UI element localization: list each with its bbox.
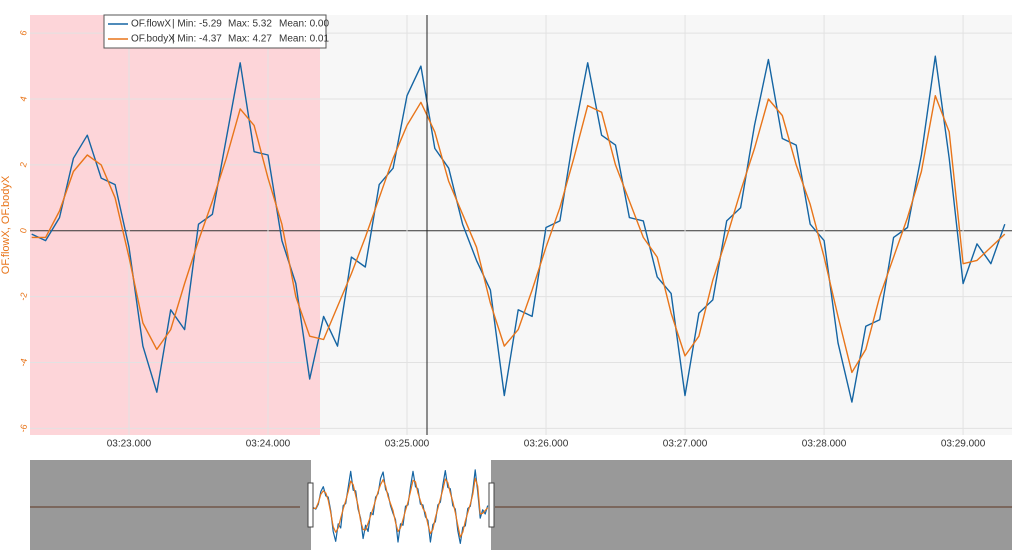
y-tick-label: -6: [18, 423, 30, 433]
legend-stat: Max: 5.32: [228, 19, 272, 30]
x-tick-label: 03:28.000: [802, 439, 847, 450]
series-line: [313, 477, 489, 538]
x-tick-label: 03:23.000: [107, 439, 152, 450]
y-tick-label: 4: [18, 95, 29, 102]
legend-stat: Mean: 0.01: [279, 34, 329, 45]
y-tick-label: 6: [18, 29, 29, 36]
legend-label: OF.bodyX: [131, 34, 175, 45]
navigator-handle[interactable]: [488, 482, 495, 528]
legend-stat: Mean: 0.00: [279, 19, 329, 30]
x-tick-label: 03:24.000: [246, 439, 291, 450]
legend: [103, 14, 327, 49]
legend-stat: | Min: -4.37: [172, 34, 222, 45]
navigator: [30, 460, 1012, 550]
x-tick-label: 03:26.000: [524, 439, 569, 450]
x-tick-label: 03:27.000: [663, 439, 708, 450]
y-tick-label: -4: [18, 357, 30, 367]
x-tick-label: 03:29.000: [941, 439, 986, 450]
y-tick-label: 0: [18, 227, 29, 234]
series-line: [31, 55, 1006, 403]
legend-stat: | Min: -5.29: [172, 19, 222, 30]
x-tick-label: 03:25.000: [385, 439, 430, 450]
y-axis-label: OF.flowX, OF.bodyX: [0, 175, 12, 274]
legend-stat: Max: 4.27: [228, 34, 272, 45]
series-line: [31, 95, 1006, 374]
legend-label: OF.flowX: [131, 19, 171, 30]
highlight-region: [30, 15, 320, 435]
navigator-handle[interactable]: [307, 482, 314, 528]
y-tick-label: 2: [18, 161, 29, 168]
navigator-selection[interactable]: [311, 460, 491, 550]
y-tick-label: -2: [18, 291, 30, 301]
